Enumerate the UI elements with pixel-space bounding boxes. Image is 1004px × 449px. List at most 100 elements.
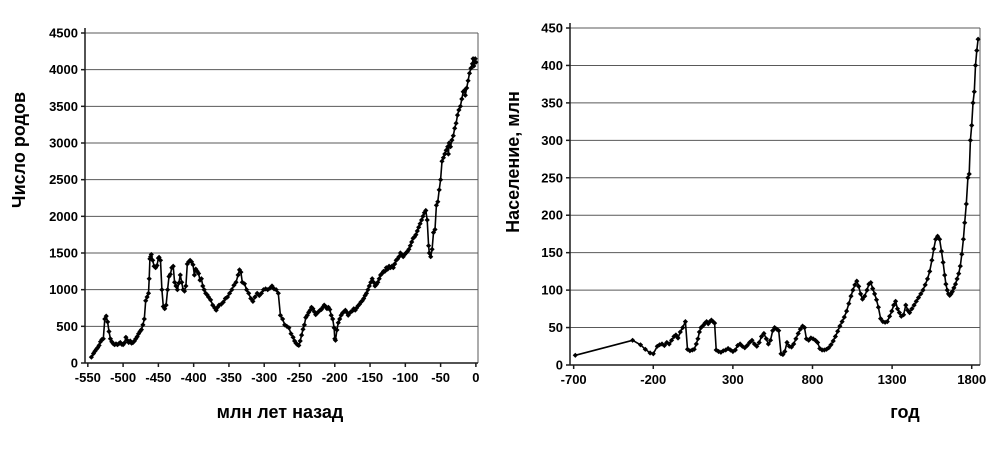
data-point-marker bbox=[224, 294, 231, 300]
data-point-marker bbox=[788, 344, 795, 350]
x-tick-label: -50 bbox=[431, 370, 450, 385]
data-point-marker bbox=[637, 342, 644, 348]
data-point-marker bbox=[456, 107, 462, 113]
data-point-marker bbox=[124, 337, 130, 343]
data-point-marker bbox=[376, 276, 382, 282]
data-point-marker bbox=[365, 287, 371, 293]
data-point-marker bbox=[413, 232, 419, 238]
data-point-marker bbox=[148, 251, 154, 258]
data-point-marker bbox=[974, 47, 980, 54]
data-point-marker bbox=[429, 246, 435, 252]
y-tick-label: 0 bbox=[71, 356, 78, 371]
data-point-marker bbox=[875, 304, 881, 310]
data-point-marker bbox=[854, 278, 860, 284]
data-point-marker bbox=[436, 187, 442, 193]
data-point-marker bbox=[839, 319, 845, 325]
data-point-marker bbox=[940, 259, 946, 265]
data-point-marker bbox=[162, 306, 168, 312]
data-point-marker bbox=[344, 309, 350, 315]
data-point-marker bbox=[901, 312, 907, 318]
data-point-marker bbox=[414, 228, 420, 234]
data-point-marker bbox=[952, 281, 959, 287]
data-point-marker bbox=[320, 304, 326, 310]
data-point-marker bbox=[157, 257, 164, 263]
x-tick-label: -500 bbox=[110, 370, 136, 385]
data-point-marker bbox=[327, 306, 333, 313]
data-point-marker bbox=[770, 328, 776, 334]
y-tick-label: 4500 bbox=[49, 26, 78, 41]
x-tick-label: -550 bbox=[75, 370, 101, 385]
data-point-marker bbox=[93, 346, 99, 352]
data-point-marker bbox=[103, 313, 109, 319]
data-point-marker bbox=[169, 265, 175, 271]
data-point-marker bbox=[966, 171, 972, 177]
y-tick-label: 1500 bbox=[49, 246, 78, 261]
data-point-marker bbox=[767, 337, 774, 343]
data-point-marker bbox=[801, 325, 808, 331]
data-point-marker bbox=[924, 276, 931, 282]
data-point-marker bbox=[889, 308, 895, 314]
data-point-marker bbox=[402, 251, 408, 258]
series-line bbox=[574, 38, 979, 357]
data-point-marker bbox=[165, 287, 171, 293]
data-point-marker bbox=[170, 263, 176, 269]
data-point-marker bbox=[123, 334, 129, 340]
data-point-marker bbox=[856, 283, 862, 289]
data-point-marker bbox=[176, 280, 182, 286]
data-point-marker bbox=[704, 319, 710, 325]
data-point-marker bbox=[163, 302, 169, 308]
data-point-marker bbox=[310, 306, 316, 312]
data-point-marker bbox=[220, 299, 226, 305]
x-tick-label: 1300 bbox=[878, 372, 907, 387]
data-point-marker bbox=[942, 272, 948, 278]
data-point-marker bbox=[862, 293, 868, 299]
data-point-marker bbox=[147, 256, 153, 262]
data-point-marker bbox=[145, 290, 152, 296]
x-tick-label: 1800 bbox=[957, 372, 986, 387]
data-point-marker bbox=[423, 207, 429, 214]
data-point-marker bbox=[140, 322, 146, 328]
data-point-marker bbox=[835, 328, 841, 334]
data-point-marker bbox=[891, 302, 897, 308]
data-point-marker bbox=[121, 340, 128, 346]
data-point-marker bbox=[107, 336, 113, 342]
data-point-marker bbox=[844, 308, 850, 314]
data-point-marker bbox=[440, 155, 446, 161]
data-point-marker bbox=[898, 313, 904, 319]
data-point-marker bbox=[864, 287, 870, 293]
data-point-marker bbox=[453, 120, 459, 126]
data-point-marker bbox=[290, 334, 296, 340]
data-point-marker bbox=[821, 347, 827, 353]
data-point-marker bbox=[183, 283, 189, 289]
data-point-marker bbox=[134, 334, 140, 340]
data-point-marker bbox=[465, 78, 471, 84]
data-point-marker bbox=[810, 336, 816, 342]
data-point-marker bbox=[284, 323, 290, 329]
data-point-marker bbox=[466, 70, 473, 76]
data-point-marker bbox=[421, 210, 427, 216]
data-point-marker bbox=[784, 339, 790, 346]
data-point-marker bbox=[197, 277, 203, 283]
data-point-marker bbox=[138, 327, 144, 333]
data-point-marker bbox=[438, 177, 444, 183]
data-point-marker bbox=[786, 343, 792, 349]
data-point-marker bbox=[797, 326, 803, 332]
data-point-marker bbox=[190, 262, 196, 268]
data-point-marker bbox=[828, 342, 834, 348]
data-point-marker bbox=[311, 309, 317, 315]
data-point-marker bbox=[812, 337, 818, 343]
data-point-marker bbox=[417, 221, 423, 227]
data-point-marker bbox=[275, 290, 281, 296]
data-point-marker bbox=[359, 298, 365, 304]
data-point-marker bbox=[288, 331, 294, 337]
data-point-marker bbox=[330, 316, 336, 322]
data-point-marker bbox=[404, 248, 410, 255]
data-point-marker bbox=[410, 235, 416, 241]
data-point-marker bbox=[449, 137, 455, 143]
data-point-marker bbox=[358, 299, 364, 305]
data-point-marker bbox=[397, 250, 403, 256]
data-point-marker bbox=[153, 265, 159, 271]
data-point-marker bbox=[837, 323, 843, 329]
data-point-marker bbox=[446, 140, 452, 146]
data-point-marker bbox=[338, 312, 344, 318]
